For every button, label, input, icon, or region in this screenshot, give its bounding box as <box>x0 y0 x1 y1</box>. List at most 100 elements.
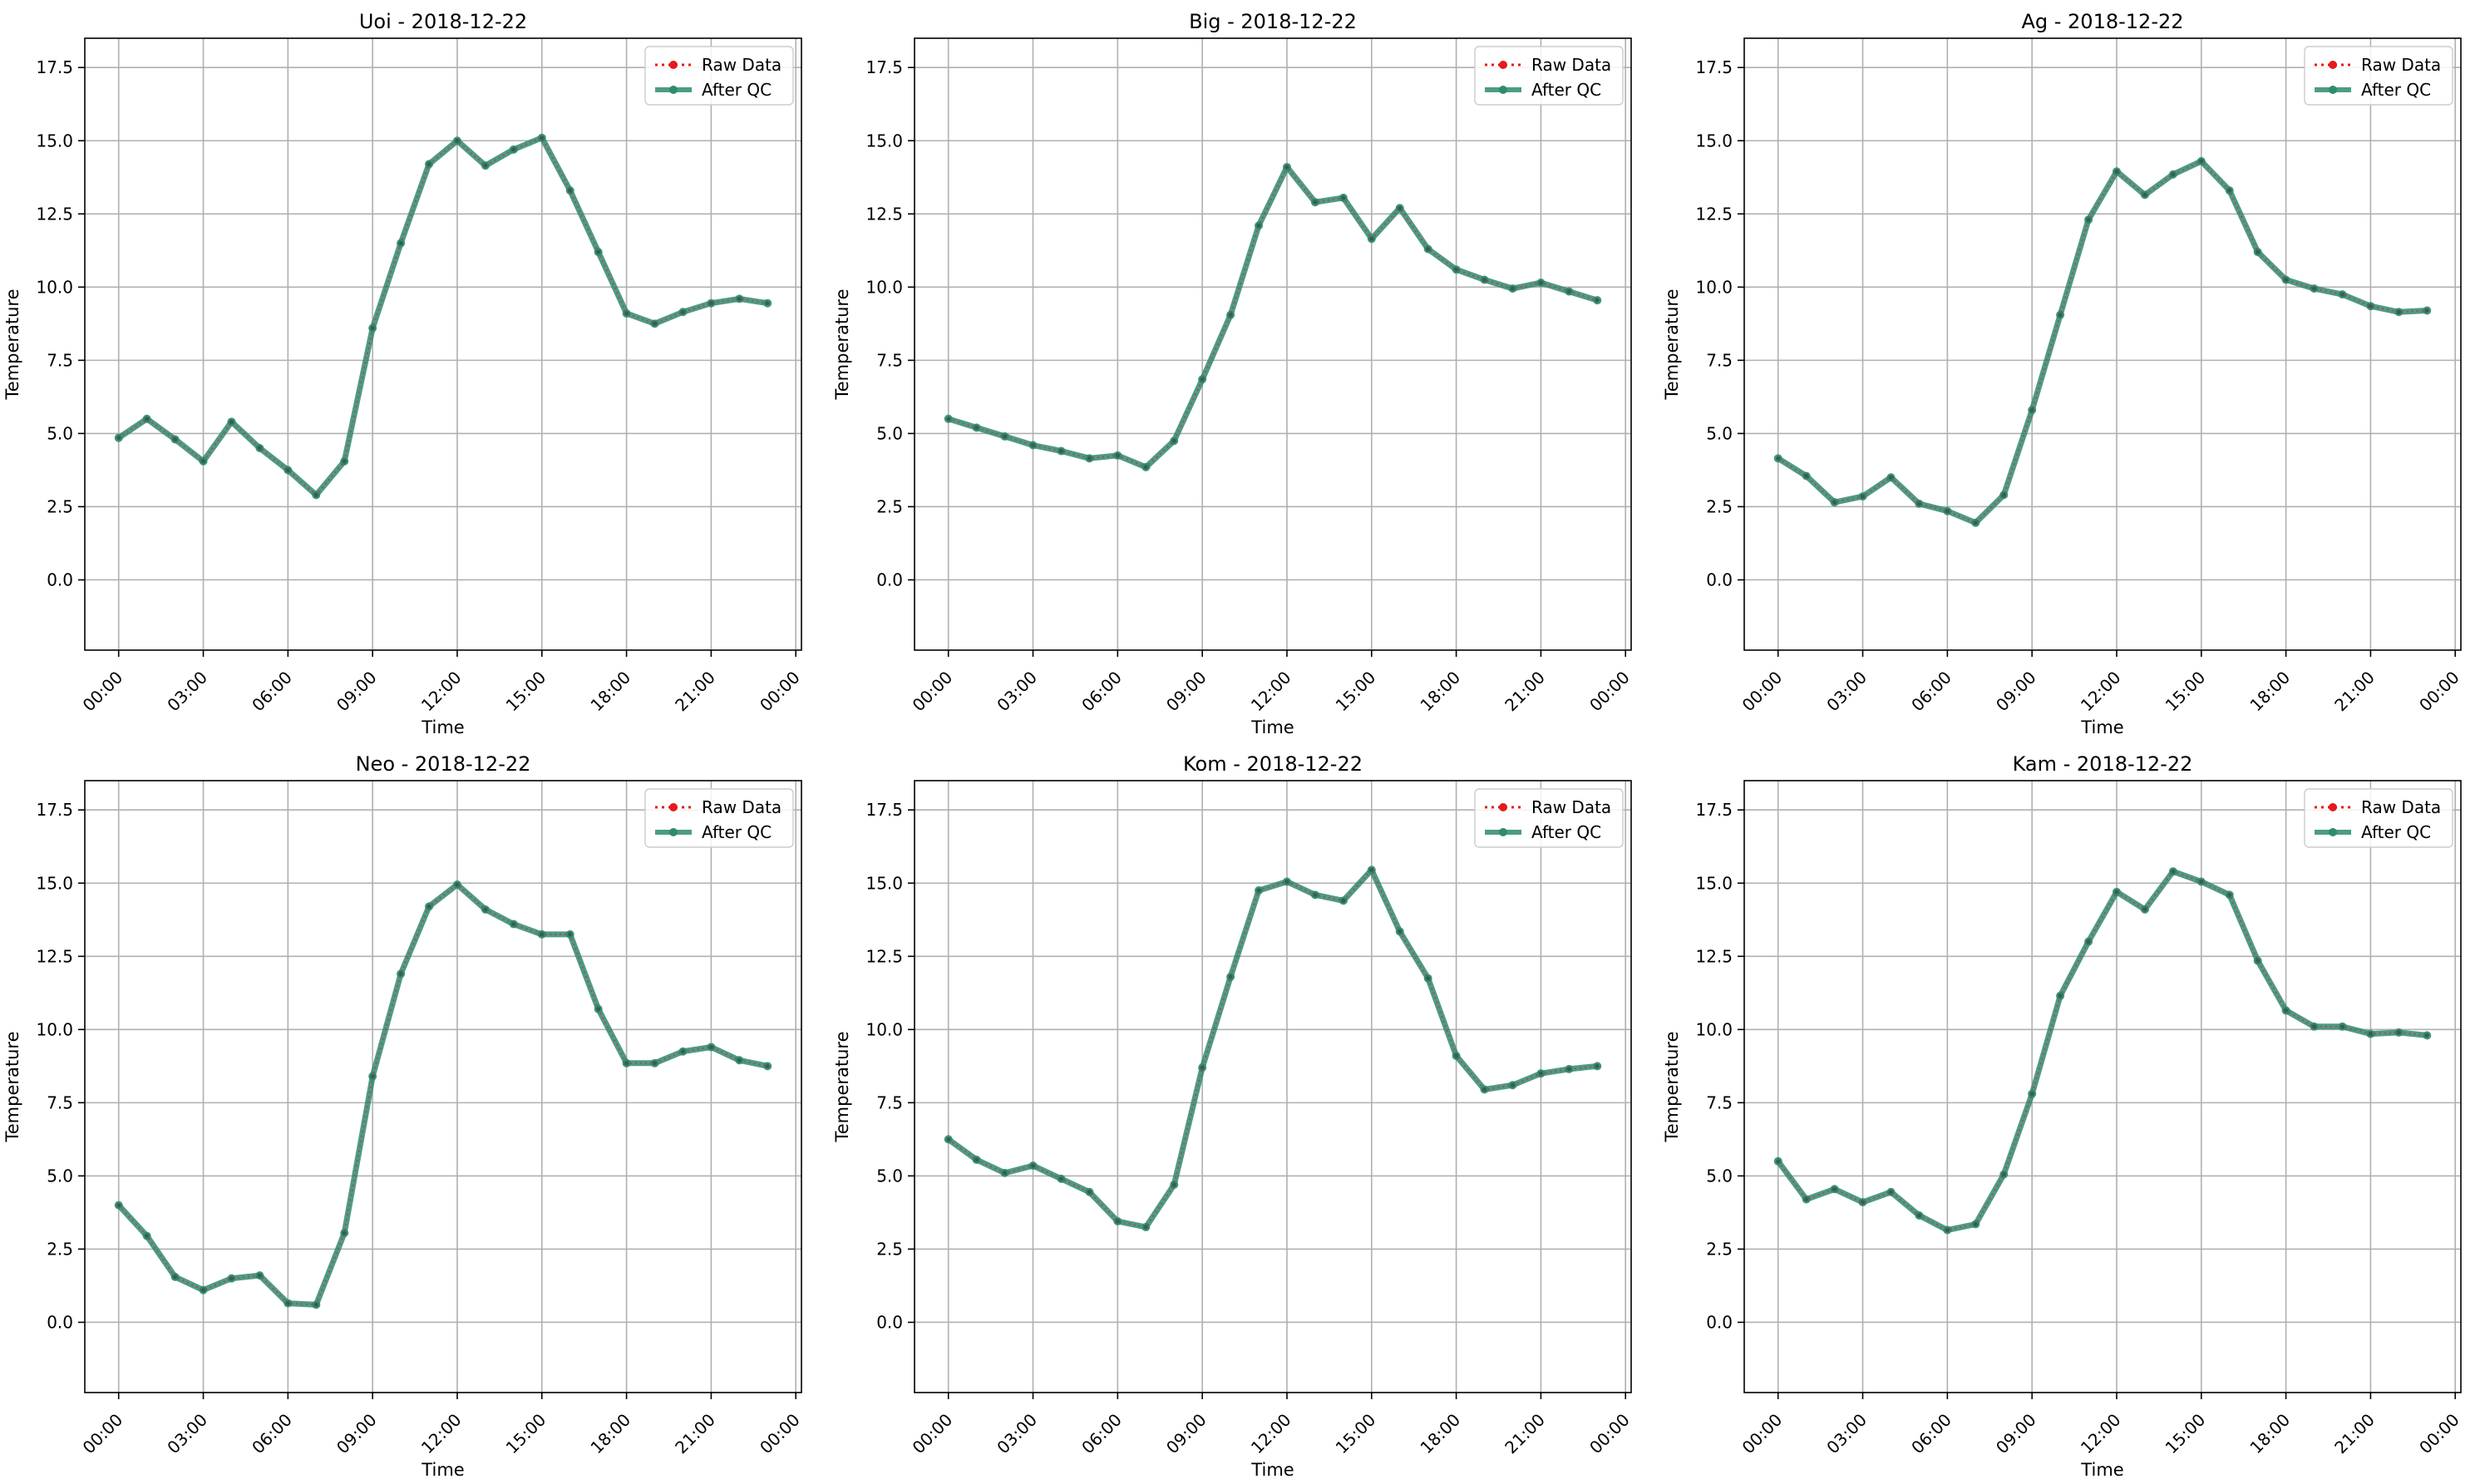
x-tick-label: 21:00 <box>1501 1410 1549 1458</box>
raw-data-point <box>1426 976 1431 981</box>
x-tick-label: 00:00 <box>79 1410 127 1458</box>
axes-frame <box>84 780 802 1393</box>
legend-label-raw-data: Raw Data <box>702 55 781 75</box>
y-tick-label: 5.0 <box>876 1166 903 1186</box>
y-tick-label: 7.5 <box>1706 1092 1733 1112</box>
y-tick-label: 7.5 <box>876 350 903 370</box>
x-tick-label: 06:00 <box>1907 668 1955 716</box>
raw-data-point <box>1143 1225 1148 1230</box>
x-tick-label: 12:00 <box>417 668 466 716</box>
x-tick-label: 00:00 <box>756 1410 804 1458</box>
raw-data-point <box>765 301 770 306</box>
y-tick-label: 12.5 <box>36 946 73 966</box>
raw-data-point <box>2283 1008 2289 1013</box>
x-tick-label: 21:00 <box>1501 668 1549 716</box>
x-tick-label: 18:00 <box>586 1410 634 1458</box>
y-tick-label: 7.5 <box>876 1092 903 1112</box>
raw-data-point <box>1228 313 1233 318</box>
raw-data-point <box>1453 1053 1459 1058</box>
raw-data-point <box>2142 192 2147 198</box>
raw-data-point <box>2396 309 2401 314</box>
legend-raw-data-marker <box>1499 61 1507 69</box>
legend-label-after-qc: After QC <box>2361 822 2431 842</box>
legend-after-qc-marker <box>669 828 678 836</box>
raw-data-point <box>1002 1171 1008 1176</box>
x-tick-label: 00:00 <box>1585 1410 1634 1458</box>
y-tick-label: 2.5 <box>876 496 903 516</box>
x-axis-label: Time <box>2080 717 2123 737</box>
legend-label-raw-data: Raw Data <box>1531 55 1611 75</box>
y-tick-label: 15.0 <box>1695 131 1733 150</box>
legend-label-after-qc: After QC <box>2361 80 2431 100</box>
y-axis-label: Temperature <box>832 288 852 400</box>
series-line-after-qc <box>1776 158 2428 526</box>
raw-data-point <box>2199 879 2204 885</box>
raw-data-point <box>1453 267 1459 272</box>
raw-data-point <box>257 446 263 451</box>
raw-data-point <box>1482 1087 1487 1092</box>
raw-data-point <box>1228 974 1233 979</box>
raw-data-point <box>200 459 206 464</box>
raw-data-point <box>708 1044 714 1050</box>
legend: Raw Data After QC <box>644 788 794 848</box>
raw-data-point <box>1030 1163 1036 1168</box>
raw-data-point <box>1284 165 1289 170</box>
y-tick-label: 5.0 <box>876 423 903 443</box>
x-tick-label: 21:00 <box>2330 1410 2379 1458</box>
y-tick-label: 12.5 <box>1695 204 1733 224</box>
raw-data-point <box>2086 939 2091 944</box>
raw-data-point <box>116 436 121 441</box>
legend-label-after-qc: After QC <box>1531 822 1601 842</box>
grid-lines <box>85 38 801 650</box>
x-tick-label: 00:00 <box>2415 668 2463 716</box>
series-line-raw-data <box>948 165 1598 469</box>
raw-data-point <box>145 1233 150 1239</box>
raw-data-point <box>2029 407 2034 412</box>
y-axis-label: Temperature <box>2 1031 22 1142</box>
raw-data-point <box>1566 1067 1571 1072</box>
x-tick-label: 00:00 <box>1585 668 1634 716</box>
raw-data-point <box>1398 205 1403 210</box>
axes-frame <box>914 37 1632 651</box>
raw-data-point <box>2424 308 2429 313</box>
x-tick-label: 18:00 <box>1416 1410 1464 1458</box>
raw-data-point <box>2256 958 2261 964</box>
y-tick-label: 2.5 <box>876 1239 903 1259</box>
raw-data-point <box>1832 500 1837 505</box>
x-tick-label: 12:00 <box>1247 1410 1295 1458</box>
x-tick-label: 09:00 <box>333 668 381 716</box>
raw-data-point <box>2311 1024 2317 1029</box>
grid-lines <box>1744 781 2461 1393</box>
x-tick-label: 09:00 <box>1992 1410 2040 1458</box>
chart-panel-5: 00:00 03:00 06:00 09:00 12:00 15:00 18:00 21:00… <box>1662 752 2463 1480</box>
raw-data-point <box>568 932 573 937</box>
raw-data-point <box>2311 286 2317 291</box>
x-tick-label: 03:00 <box>1822 668 1871 716</box>
y-tick-label: 0.0 <box>876 1312 903 1332</box>
y-tick-label: 15.0 <box>1695 873 1733 893</box>
x-tick-label: 15:00 <box>1332 1410 1380 1458</box>
raw-data-point <box>1538 1071 1544 1076</box>
x-axis-label: Time <box>1250 717 1294 737</box>
y-tick-label: 2.5 <box>1706 1239 1733 1259</box>
x-tick-label: 00:00 <box>909 1410 957 1458</box>
raw-data-point <box>1171 438 1176 443</box>
raw-data-point <box>1313 200 1318 205</box>
raw-data-point <box>2058 993 2063 998</box>
y-axis-label: Temperature <box>832 1031 852 1142</box>
raw-data-point <box>342 459 347 464</box>
y-tick-label: 7.5 <box>47 1092 73 1112</box>
y-tick-label: 17.5 <box>36 57 73 77</box>
x-tick-label: 03:00 <box>163 668 211 716</box>
raw-data-point <box>1776 456 1781 461</box>
raw-data-point <box>200 1288 206 1293</box>
y-tick-label: 2.5 <box>47 496 73 516</box>
y-tick-label: 12.5 <box>865 946 903 966</box>
raw-data-point <box>1030 442 1036 448</box>
chart-panel-4: 00:00 03:00 06:00 09:00 12:00 15:00 18:00 21:00… <box>832 752 1634 1480</box>
raw-data-point <box>1860 494 1866 499</box>
chart-panel-2: 00:00 03:00 06:00 09:00 12:00 15:00 18:00 21:00… <box>1662 10 2463 737</box>
raw-data-point <box>540 136 545 141</box>
raw-data-point <box>2171 172 2176 177</box>
